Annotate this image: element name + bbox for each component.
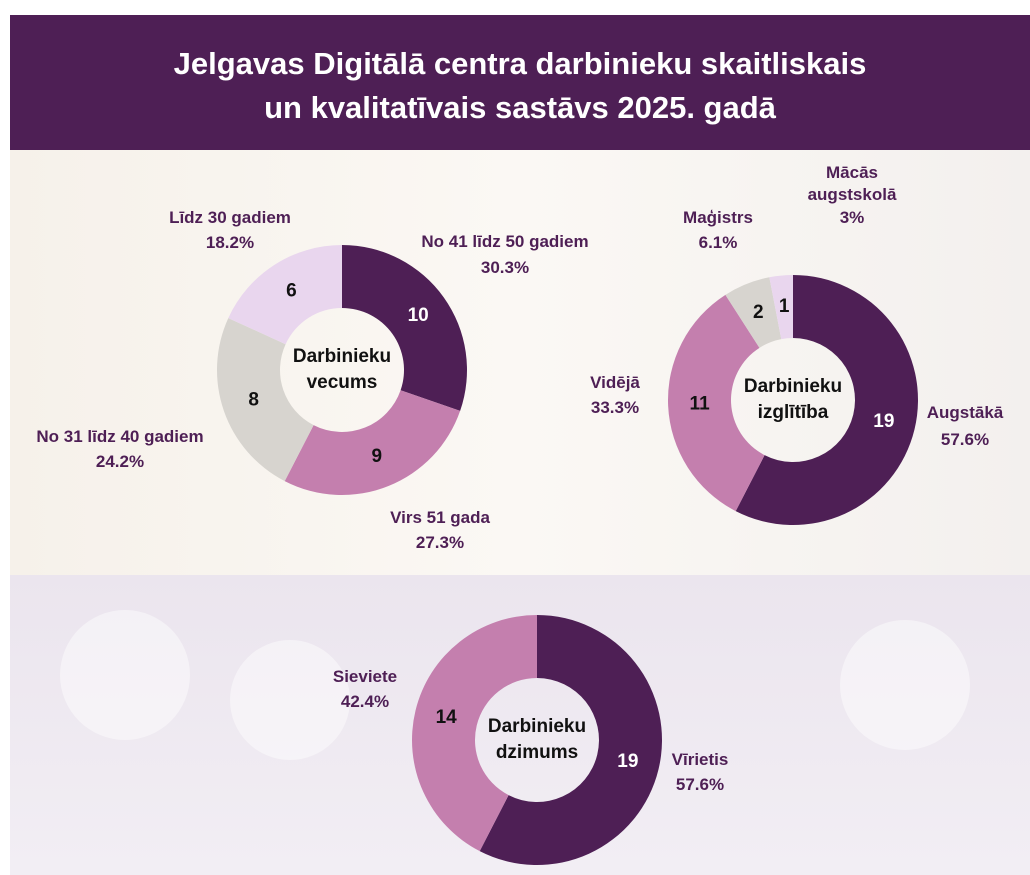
decor — [840, 620, 970, 750]
slice-value: 1 — [779, 296, 790, 317]
category-label: No 31 līdz 40 gadiem — [36, 427, 204, 446]
category-label: No 41 līdz 50 gadiem — [421, 232, 589, 251]
slice-value: 11 — [690, 393, 711, 414]
decor — [230, 640, 350, 760]
slice-value: 8 — [248, 390, 259, 411]
donut-slice — [667, 294, 765, 512]
title-line: un kvalitatīvais sastāvs 2025. gadā — [264, 90, 776, 125]
percent-label: 6.1% — [698, 233, 738, 252]
slice-value: 19 — [617, 751, 638, 772]
slice-value: 14 — [436, 707, 458, 728]
percent-label: 27.3% — [415, 533, 465, 552]
percent-label: 3% — [839, 208, 865, 227]
center-label: izglītība — [757, 402, 829, 423]
category-label: Vīrietis — [671, 750, 729, 769]
category-label: Maģistrs — [683, 208, 753, 227]
slice-value: 10 — [408, 305, 429, 326]
percent-label: 30.3% — [480, 258, 530, 277]
donut-slice — [342, 245, 467, 411]
slice-value: 19 — [873, 411, 894, 432]
center-label: Darbinieku — [743, 376, 843, 397]
percent-label: 18.2% — [205, 233, 255, 252]
percent-label: 42.4% — [340, 692, 390, 711]
percent-label: 33.3% — [590, 398, 640, 417]
slice-value: 2 — [753, 302, 764, 323]
donut-slice — [735, 275, 918, 525]
donut-slice — [284, 390, 461, 495]
category-label: Līdz 30 gadiem — [169, 208, 291, 227]
category-label: Vidējā — [590, 373, 640, 392]
category-label: Mācās augstskolā — [807, 163, 897, 204]
donut-slice — [217, 318, 314, 482]
percent-label: 24.2% — [95, 452, 145, 471]
center-label: Darbinieku — [487, 716, 587, 737]
category-label: Virs 51 gada — [390, 508, 490, 527]
center-label: Darbinieku — [292, 346, 392, 367]
center-label: dzimums — [495, 742, 579, 763]
slice-value: 6 — [286, 280, 297, 301]
title-banner — [10, 15, 1030, 150]
category-label: Augstākā — [926, 403, 1004, 422]
slice-value: 9 — [371, 446, 382, 467]
donut-slice — [228, 245, 342, 345]
donut-slice — [725, 277, 782, 348]
title-line: Jelgavas Digitālā centra darbinieku skai… — [173, 46, 867, 81]
donut-slice — [479, 615, 662, 865]
category-label: Sieviete — [332, 667, 398, 686]
percent-label: 57.6% — [675, 775, 725, 794]
donut-slice — [769, 275, 793, 340]
donut-slice — [411, 615, 537, 852]
center-label: vecums — [306, 372, 378, 393]
percent-label: 57.6% — [940, 430, 990, 449]
decor — [60, 610, 190, 740]
